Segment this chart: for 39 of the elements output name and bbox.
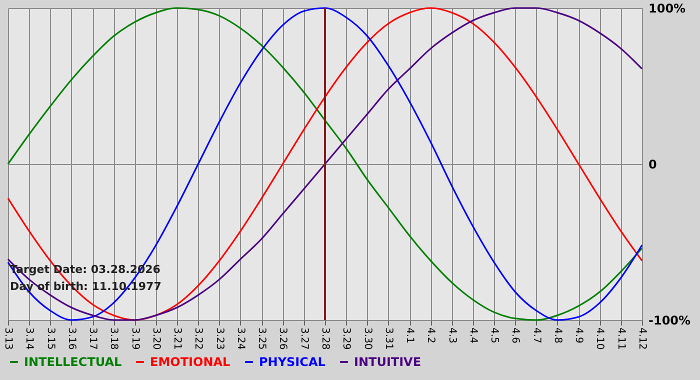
x-tick-label: 3.18: [108, 328, 120, 350]
legend-label: EMOTIONAL: [150, 355, 231, 369]
x-tick-label: 3.28: [320, 328, 330, 350]
y-tick-label: -100%: [648, 314, 691, 328]
x-tick-label: 3.25: [256, 328, 268, 350]
x-tick-label: 3.29: [340, 328, 352, 350]
x-tick-label: 4.4: [467, 328, 478, 344]
x-tick-label: 3.22: [192, 328, 204, 350]
x-tick-label: 3.26: [277, 328, 288, 350]
x-tick-label: 4.8: [552, 328, 563, 344]
x-tick-label: 4.2: [425, 328, 436, 344]
x-tick-label: 3.27: [298, 328, 310, 350]
legend-label: INTELLECTUAL: [24, 355, 122, 369]
x-tick-label: 3.16: [66, 328, 77, 350]
x-tick-label: 3.17: [87, 328, 98, 350]
x-tick-label: 3.13: [2, 328, 14, 350]
x-tick-label: 4.10: [594, 328, 606, 350]
x-tick-label: 3.14: [24, 328, 35, 350]
x-tick-label: 3.30: [362, 328, 373, 350]
x-tick-label: 3.23: [214, 328, 225, 350]
x-tick-label: 4.12: [636, 328, 648, 350]
y-tick-label: 0: [648, 158, 657, 172]
x-tick-label: 4.11: [615, 328, 626, 350]
legend-label: INTUITIVE: [354, 355, 422, 369]
x-tick-label: 4.9: [573, 328, 584, 344]
x-tick-label: 4.1: [404, 328, 416, 344]
line-series: [7, 7, 643, 321]
x-tick-label: 3.15: [44, 328, 56, 350]
x-tick-label: 3.19: [129, 328, 140, 350]
x-tick-label: 3.21: [172, 328, 183, 350]
x-tick-label: 4.3: [446, 328, 458, 344]
x-tick-label: 3.20: [150, 328, 162, 350]
y-tick-label: 100%: [648, 2, 686, 16]
legend-label: PHYSICAL: [259, 355, 326, 369]
x-tick-label: 4.7: [530, 328, 542, 344]
x-tick-label: 4.6: [510, 328, 521, 344]
x-tick-label: 3.31: [382, 328, 394, 350]
x-tick-label: 3.24: [234, 328, 246, 350]
x-tick-label: 4.5: [488, 328, 500, 344]
